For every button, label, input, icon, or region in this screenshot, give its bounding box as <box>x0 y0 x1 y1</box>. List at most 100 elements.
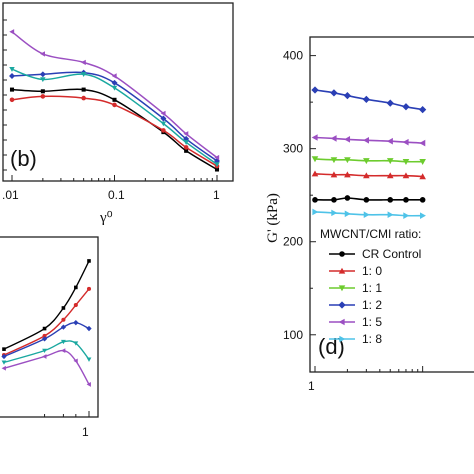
panel-d-series-2-point-5 <box>402 159 410 165</box>
panel-b-series-4-point-6 <box>214 162 220 168</box>
legend-label-0: CR Control <box>362 247 421 261</box>
panel-d-series-1-point-2 <box>344 171 351 178</box>
panel-d-series-5-point-4 <box>387 211 394 219</box>
panel-b-series-4-point-4 <box>160 121 167 127</box>
panel-b-series-1-point-3 <box>112 102 117 108</box>
panel-b-xtick-0: .01 <box>2 188 19 202</box>
panel-d-series-2-point-4 <box>386 158 394 165</box>
panel-c-series-2-point-1 <box>41 336 48 342</box>
panel-d-xtick-0: 1 <box>308 379 315 393</box>
legend-marker-0 <box>339 251 345 257</box>
panel-d-series-0-point-3 <box>363 197 370 203</box>
panel-b-series-4-point-0 <box>9 67 15 72</box>
panel-d-ytick-1: 200 <box>283 235 303 249</box>
panel-d-ylabel: G' (kPa) <box>265 193 281 243</box>
panel-d-series-3-point-5 <box>402 103 410 111</box>
panel-c-series-0-point-2 <box>61 306 66 310</box>
panel-c-series-0-point-3 <box>74 285 78 290</box>
panel-d-series-0-point-5 <box>403 197 409 203</box>
panel-d-series-1-point-0 <box>311 170 319 177</box>
panel-b-frame <box>2 2 234 182</box>
legend-label-1: 1: 0 <box>362 264 382 278</box>
panel-d-series-5-point-5 <box>403 212 410 219</box>
panel-d-series-3-point-3 <box>362 95 370 103</box>
panel-b-series-0-point-2 <box>81 87 86 92</box>
panel-b-series-3-point-3 <box>111 73 117 79</box>
panel-b-series-3-point-1 <box>40 51 46 57</box>
panel-d-series-0-point-0 <box>312 197 318 203</box>
legend-label-2: 1: 1 <box>362 281 382 295</box>
panel-c-series-0-point-1 <box>42 326 47 331</box>
panel-c-series-4-point-1 <box>42 354 47 359</box>
panel-b-series-0-point-5 <box>184 148 189 153</box>
panel-d-marks <box>310 55 427 372</box>
legend-marker-2 <box>338 285 346 292</box>
panel-b: (b) .01 0.1 1 γ⁰ <box>2 2 234 226</box>
panel-c-series-3-point-3 <box>73 341 79 346</box>
panel-c-series-4-point-4 <box>86 382 91 387</box>
panel-d-series-5-point-0 <box>312 208 319 216</box>
panel-b-series-3-point-4 <box>160 110 166 117</box>
panel-b-xtick-1: 0.1 <box>108 188 125 202</box>
panel-b-label: (b) <box>10 146 37 171</box>
panel-b-series-3-point-2 <box>80 59 86 66</box>
legend-marker-5 <box>339 335 346 343</box>
panel-d-series-1-point-5 <box>402 172 410 179</box>
panel-d-series-4-point-5 <box>402 138 409 146</box>
panel-c-series-2-point-3 <box>73 320 79 326</box>
panel-b-series-1-point-1 <box>40 94 46 99</box>
panel-b-series-4-point-1 <box>40 77 46 83</box>
panel-c-series-2-point-0 <box>1 353 7 360</box>
panel-d-series-3-point-1 <box>330 89 338 97</box>
panel-b-series-2-point-4 <box>160 115 167 122</box>
panel-b-series-1-point-0 <box>9 97 15 103</box>
panel-b-xtick-2: 1 <box>213 188 220 202</box>
panel-c-series-3-point-4 <box>86 357 92 362</box>
panel-d-series-4-point-1 <box>330 135 337 142</box>
panel-d-series-4-point-6 <box>419 139 426 147</box>
panel-d-series-4-point-3 <box>363 136 369 144</box>
panel-c-series-2-point-2 <box>60 324 67 330</box>
panel-d-series-0-point-1 <box>331 197 337 203</box>
legend: CR Control 1: 0 1: 1 1: 2 1: 5 1: 8 <box>329 247 421 346</box>
panel-b-series-0-point-6 <box>214 167 220 172</box>
panel-d-series-5-point-2 <box>344 210 351 218</box>
panel-c-series-1-point-2 <box>61 317 66 322</box>
panel-d-series-2-point-0 <box>311 156 319 163</box>
panel-b-series-4-point-3 <box>111 85 118 91</box>
legend-marker-4 <box>338 318 345 326</box>
panel-c-series-4-point-3 <box>73 358 78 364</box>
panel-d-series-4-point-0 <box>311 134 318 141</box>
panel-c-series-4-point-2 <box>61 348 66 354</box>
panel-d-series-1-point-1 <box>330 171 338 178</box>
panel-c-series-1-point-3 <box>73 303 78 308</box>
panel-d-series-3-point-6 <box>419 105 427 114</box>
panel-b-series-4-point-5 <box>183 140 189 145</box>
panel-c-series-1-point-1 <box>42 333 47 338</box>
panel-c-xtick-0: 1 <box>82 425 89 439</box>
panel-d-series-3-point-2 <box>343 91 352 100</box>
panel-d-ytick-2: 300 <box>283 142 303 156</box>
panel-d-series-1-point-4 <box>386 172 394 179</box>
legend-label-4: 1: 5 <box>362 315 382 329</box>
panel-d-ytick-0: 100 <box>283 328 303 342</box>
panel-b-series-0-point-0 <box>9 87 15 92</box>
panel-d-yticks: 100 200 300 400 <box>283 49 303 342</box>
panel-d-ytick-3: 400 <box>283 49 303 63</box>
panel-c-series-3-point-0 <box>1 360 7 365</box>
panel-d-series-0-point-4 <box>387 197 394 203</box>
legend-label-3: 1: 2 <box>362 298 382 312</box>
legend-title: MWCNT/CMI ratio: <box>320 227 421 241</box>
panel-d-series-2-point-6 <box>419 159 426 165</box>
panel-c-series-2-point-4 <box>86 325 92 332</box>
legend-marker-3 <box>338 301 346 309</box>
panel-d-series-0-point-2 <box>344 195 351 201</box>
panel-b-series-1-point-2 <box>81 95 86 101</box>
panel-b-series-3-point-5 <box>183 131 189 137</box>
panel-b-series-1-point-4 <box>161 128 166 133</box>
panel-b-marks <box>3 19 220 181</box>
panel-c-series-0-point-4 <box>87 259 91 263</box>
panel-b-xlabel: γ⁰ <box>99 210 113 226</box>
